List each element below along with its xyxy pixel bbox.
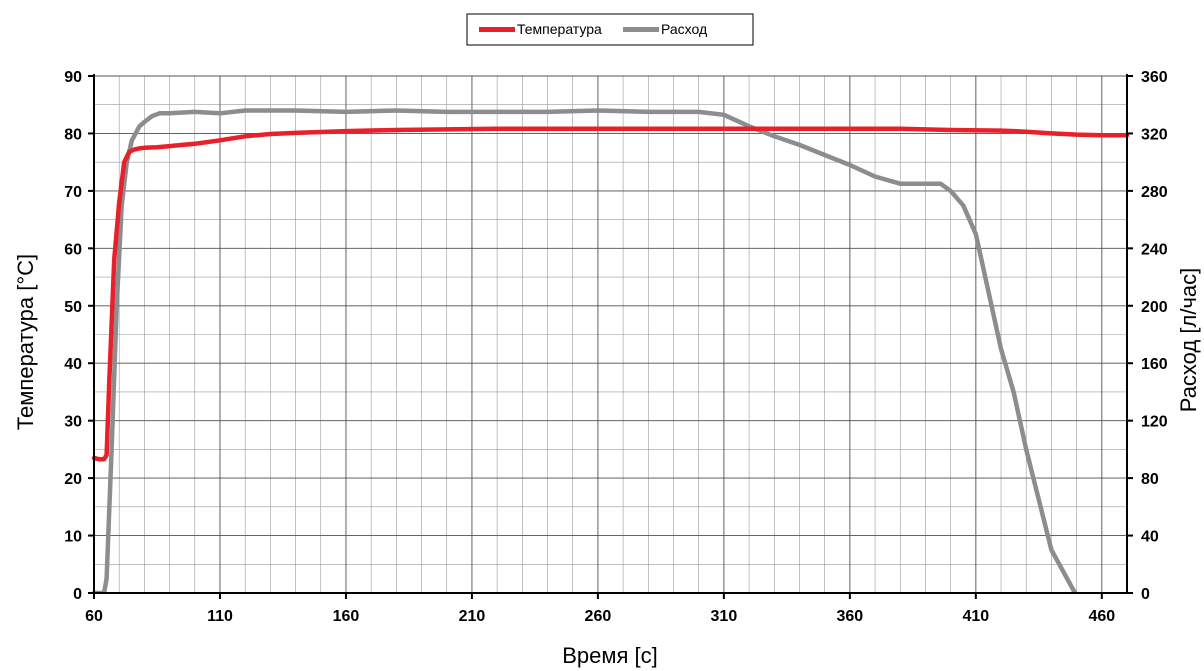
y2-tick-label: 40 (1141, 529, 1159, 546)
legend-label-flow: Расход (661, 21, 707, 37)
y2-tick-label: 360 (1141, 69, 1168, 86)
legend: Температура Расход (466, 13, 754, 46)
y2-tick-label: 120 (1141, 414, 1168, 431)
y2-tick-label: 200 (1141, 299, 1168, 316)
x-tick-label: 360 (837, 608, 864, 625)
x-tick-label: 110 (207, 608, 233, 625)
y-tick-label: 0 (73, 586, 82, 603)
x-axis-title: Время [с] (562, 643, 658, 668)
y2-tick-label: 160 (1141, 356, 1168, 373)
x-tick-label: 160 (333, 608, 360, 625)
y-tick-label: 50 (64, 299, 82, 316)
y2-tick-label: 320 (1141, 126, 1168, 143)
minor-gridlines (93, 75, 1128, 594)
x-tick-label: 60 (85, 608, 103, 625)
x-tick-label: 260 (585, 608, 612, 625)
legend-label-temperature: Температура (517, 21, 602, 37)
y-axis-title: Температура [°C] (13, 254, 38, 430)
axes (88, 74, 1133, 599)
series-line-temperature (91, 126, 1130, 462)
y-tick-label: 60 (64, 241, 82, 258)
y-tick-label: 80 (64, 126, 82, 143)
y-tick-label: 30 (64, 414, 82, 431)
y-tick-label: 70 (64, 184, 82, 201)
y-tick-label: 10 (64, 529, 82, 546)
y2-tick-label: 240 (1141, 241, 1168, 258)
x-tick-label: 460 (1088, 608, 1115, 625)
y2-axis-title: Расход [л/час] (1176, 268, 1201, 413)
y-tick-label: 90 (64, 69, 82, 86)
x-tick-label: 310 (711, 608, 738, 625)
y2-tick-label: 280 (1141, 184, 1168, 201)
y-tick-label: 40 (64, 356, 82, 373)
series-line-flow (91, 108, 1078, 593)
y2-tick-label: 0 (1141, 586, 1150, 603)
x-tick-label: 210 (459, 608, 486, 625)
y-tick-label: 20 (64, 471, 82, 488)
x-tick-label: 410 (962, 608, 989, 625)
tick-labels: 0 10 20 30 40 50 60 70 80 90 0 40 80 120 160 200 240 280 3… (64, 69, 1168, 625)
series-layer (91, 108, 1130, 593)
y2-tick-label: 80 (1141, 471, 1159, 488)
